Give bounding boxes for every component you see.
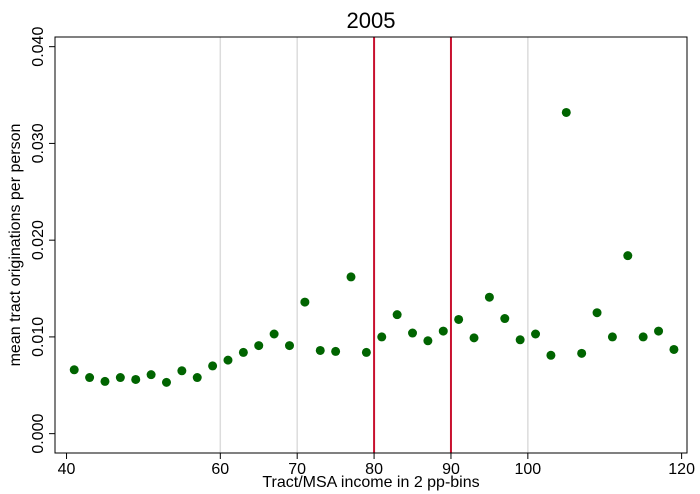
data-point bbox=[531, 329, 541, 339]
data-point bbox=[592, 308, 602, 318]
y-tick-label: 0.010 bbox=[30, 317, 47, 357]
data-point bbox=[285, 341, 295, 351]
x-tick-label: 100 bbox=[514, 461, 541, 478]
y-axis-title: mean tract originations per person bbox=[7, 124, 24, 367]
data-point bbox=[607, 332, 617, 342]
data-point bbox=[131, 374, 141, 384]
data-point bbox=[146, 370, 156, 380]
data-point bbox=[408, 328, 418, 338]
y-tick-label: 0.020 bbox=[30, 220, 47, 260]
data-point bbox=[100, 376, 110, 386]
data-point bbox=[484, 292, 494, 302]
x-tick-label: 80 bbox=[365, 461, 383, 478]
data-point bbox=[438, 326, 448, 336]
data-point bbox=[577, 348, 587, 358]
data-point bbox=[85, 373, 95, 383]
data-point bbox=[177, 366, 187, 376]
data-point bbox=[208, 361, 218, 371]
data-point bbox=[300, 297, 310, 307]
data-point bbox=[454, 314, 464, 324]
data-point bbox=[546, 350, 556, 360]
y-tick-label: 0.000 bbox=[30, 414, 47, 454]
x-tick-label: 90 bbox=[442, 461, 460, 478]
data-point bbox=[638, 332, 648, 342]
data-point bbox=[377, 332, 387, 342]
data-point bbox=[223, 355, 233, 365]
data-point bbox=[161, 377, 171, 387]
data-point bbox=[623, 251, 633, 261]
data-point bbox=[254, 341, 264, 351]
data-point bbox=[346, 272, 356, 282]
data-point bbox=[515, 335, 525, 345]
data-point bbox=[561, 107, 571, 117]
x-tick-label: 60 bbox=[211, 461, 229, 478]
data-point bbox=[238, 347, 248, 357]
chart-title: 2005 bbox=[347, 8, 396, 33]
data-point bbox=[192, 373, 202, 383]
data-point bbox=[69, 365, 79, 375]
data-point bbox=[361, 347, 371, 357]
data-point bbox=[423, 336, 433, 346]
data-point bbox=[654, 326, 664, 336]
x-axis-title: Tract/MSA income in 2 pp-bins bbox=[262, 474, 479, 491]
x-tick-label: 70 bbox=[288, 461, 306, 478]
data-point bbox=[392, 310, 402, 320]
data-point bbox=[115, 373, 125, 383]
data-point bbox=[500, 314, 510, 324]
y-tick-label: 0.030 bbox=[30, 123, 47, 163]
plot-frame bbox=[54, 36, 688, 454]
x-tick-label: 120 bbox=[668, 461, 695, 478]
x-tick-label: 40 bbox=[58, 461, 76, 478]
data-point bbox=[469, 333, 479, 343]
data-point bbox=[315, 345, 325, 355]
data-point bbox=[331, 346, 341, 356]
y-tick-label: 0.040 bbox=[30, 27, 47, 67]
data-point bbox=[669, 344, 679, 354]
data-point bbox=[269, 329, 279, 339]
